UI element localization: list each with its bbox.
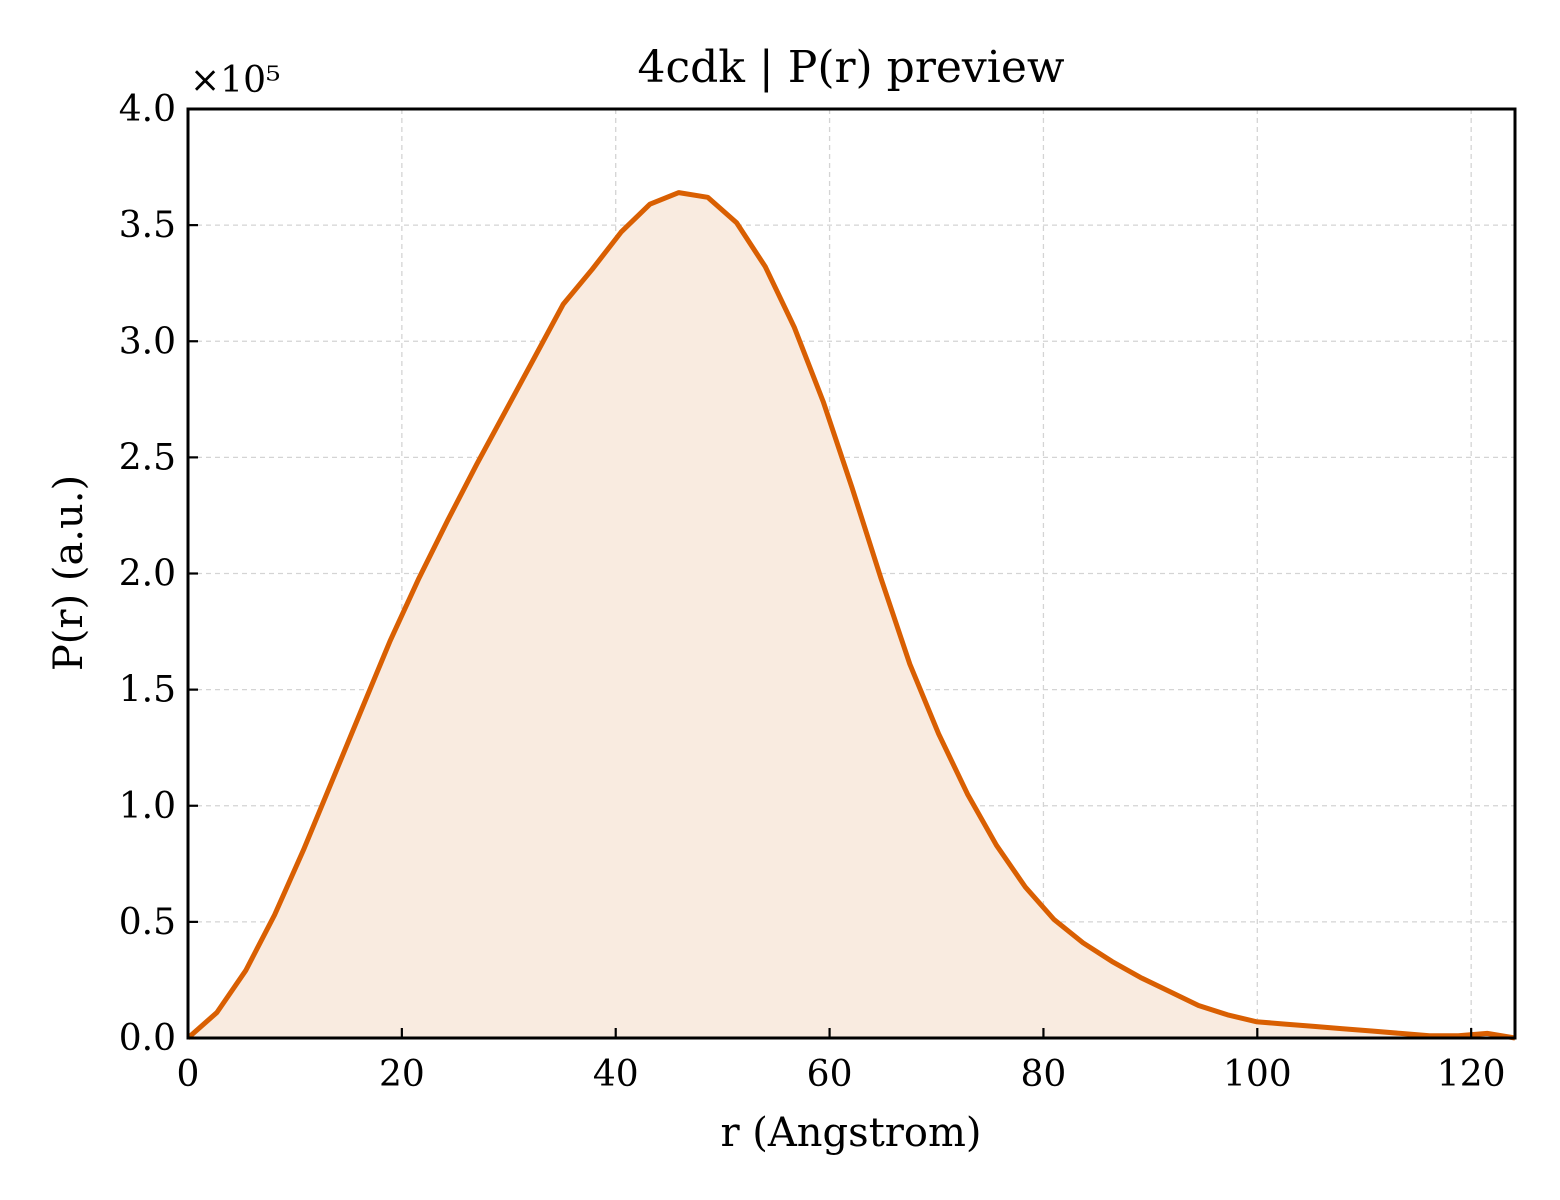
x-tick-label: 80 — [1021, 1054, 1067, 1095]
series-layer — [186, 190, 1516, 1041]
y-tick-label: 2.5 — [119, 437, 176, 478]
y-tick-label: 1.5 — [119, 670, 176, 711]
pr-curve-line — [186, 190, 1516, 1041]
y-tick-label: 4.0 — [119, 89, 176, 130]
x-tick-label: 20 — [379, 1054, 425, 1095]
y-tick-label: 1.0 — [119, 786, 176, 827]
y-axis-multiplier: ×10⁵ — [190, 60, 280, 101]
y-tick-label: 3.0 — [119, 321, 176, 362]
x-tick-label: 60 — [807, 1054, 853, 1095]
x-tick-label: 120 — [1437, 1054, 1506, 1095]
y-tick-label: 0.0 — [119, 1018, 176, 1059]
pr-area-fill — [188, 192, 1515, 1039]
y-axis-label: P(r) (a.u.) — [46, 475, 92, 671]
x-axis-label: r (Angstrom) — [720, 1110, 981, 1156]
chart-title: 4cdk | P(r) preview — [637, 42, 1064, 93]
y-tick-label: 2.0 — [119, 554, 176, 595]
y-tick-label: 3.5 — [119, 205, 176, 246]
x-tick-label: 0 — [177, 1054, 200, 1095]
y-tick-label: 0.5 — [119, 902, 176, 943]
x-tick-label: 100 — [1223, 1054, 1292, 1095]
ticks: 0 20 40 60 80 100 120 0.0 0.5 1.0 1.5 2.0 2.5 3.0 3.5 4… — [119, 89, 1506, 1095]
x-tick-label: 40 — [593, 1054, 639, 1095]
